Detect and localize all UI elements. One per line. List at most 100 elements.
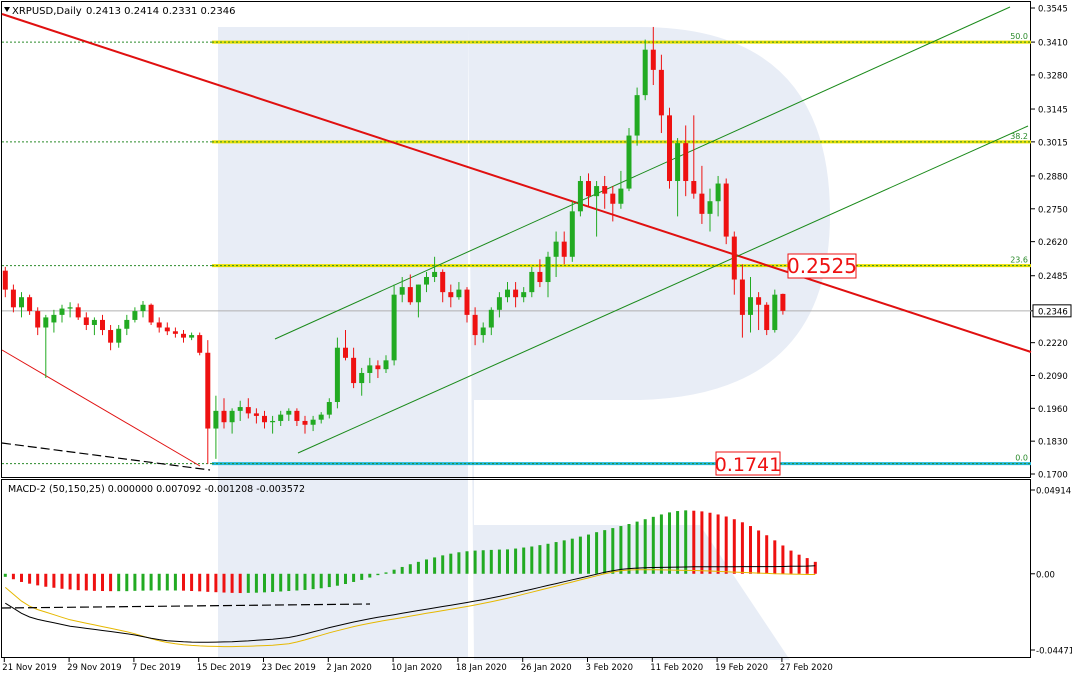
candle-body [197, 335, 203, 353]
price-tick-label: 0.3280 [1038, 71, 1068, 81]
resistance-label-box [787, 253, 857, 279]
support-label: 0.1741 [715, 454, 781, 476]
macd-tick-label: 0.049141 [1036, 487, 1072, 497]
macd-header: MACD-2 (50,150,25) 0.000000 0.007092 -0.… [8, 484, 305, 495]
candle-body [496, 297, 502, 310]
support-label-box [715, 451, 781, 476]
candle-body [505, 289, 510, 298]
macd-panel [1, 479, 1031, 658]
candle-body [577, 181, 583, 212]
candle-body [545, 256, 551, 283]
candle-body [318, 414, 324, 420]
channel-lower-line [297, 125, 1029, 454]
candle-body [221, 410, 227, 423]
candle-body [464, 289, 470, 315]
date-tick-label: 7 Dec 2019 [132, 663, 181, 673]
watermark-logo [218, 27, 830, 660]
candle-body [529, 271, 535, 293]
candle-body [59, 308, 65, 315]
date-tick-label: 27 Feb 2020 [780, 663, 833, 673]
candle-body [472, 314, 478, 336]
candle-body [699, 193, 705, 214]
candle-body [172, 331, 178, 334]
price-tick-label: 0.1700 [1038, 471, 1068, 481]
candle-body [440, 271, 446, 293]
candle-body [213, 410, 219, 429]
date-tick-label: 15 Dec 2019 [197, 663, 251, 673]
candle-body [35, 311, 41, 328]
price-tick-label: 0.3015 [1038, 138, 1068, 148]
fib-level-label: 23.6 [1010, 256, 1028, 265]
candle-body [359, 372, 365, 384]
price-tick-label: 0.1830 [1038, 438, 1068, 448]
candle-body [253, 413, 259, 416]
candle-body [756, 297, 762, 305]
date-tick-label: 19 Feb 2020 [715, 663, 768, 673]
candle-body [586, 181, 591, 197]
price-tick-label: 0.2620 [1038, 238, 1068, 248]
candle-body [561, 241, 567, 257]
candle-body [286, 410, 292, 415]
candle-body [391, 294, 397, 361]
candle-body [675, 143, 681, 182]
candle-body [108, 330, 114, 343]
candle-body [448, 292, 454, 298]
red-thin-line [1, 349, 201, 467]
candle-body [124, 319, 130, 329]
candle-body [626, 135, 632, 189]
ohlc-values: 0.2413 0.2414 0.2331 0.2346 [86, 6, 236, 17]
price-tick-label: 0.3545 [1038, 5, 1068, 15]
candle-body [521, 292, 527, 298]
dropdown-arrow-icon[interactable] [4, 7, 10, 12]
symbol-label: XRPUSD,Daily [12, 6, 82, 17]
candle-body [772, 294, 778, 331]
price-tick-label: 0.1960 [1038, 405, 1068, 415]
price-tick-label: 0.2485 [1038, 272, 1068, 282]
candle-body [100, 319, 105, 331]
date-tick-label: 10 Jan 2020 [391, 663, 442, 673]
red-trendline [1, 13, 1032, 353]
fib-level-label: 0.0 [1015, 454, 1028, 463]
candle-body [140, 304, 146, 312]
macd-tick-label: -0.04471 [1036, 647, 1072, 657]
candle-body [43, 317, 49, 328]
price-tick-label: 0.2346 [1038, 307, 1068, 317]
date-tick-label: 21 Nov 2019 [2, 663, 56, 673]
candle-body [237, 407, 243, 411]
candle-body [91, 319, 97, 325]
price-tick-label: 0.3145 [1038, 106, 1068, 116]
candle-body [2, 270, 8, 290]
fib-level-label: 50.0 [1010, 32, 1028, 41]
candle-body [148, 304, 154, 323]
date-tick-label: 2 Jan 2020 [326, 663, 372, 673]
date-tick-label: 3 Feb 2020 [586, 663, 634, 673]
candle-body [67, 307, 73, 309]
candle-body [667, 115, 672, 182]
candle-body [294, 410, 300, 421]
candle-body [691, 181, 697, 194]
candle-body [181, 333, 186, 338]
candle-body [399, 287, 405, 295]
candle-body [10, 289, 16, 308]
candle-body [278, 414, 284, 421]
candle-body [488, 309, 494, 328]
candle-body [164, 327, 170, 332]
price-panel [1, 1, 1031, 478]
candle-body [205, 352, 211, 429]
candle-body [116, 328, 122, 343]
candle-body [19, 297, 24, 308]
candle-body [683, 143, 689, 182]
candle-body [618, 188, 624, 204]
black-dashed-line [1, 442, 211, 471]
candle-body [739, 279, 745, 315]
candle-body [83, 317, 89, 325]
macd-signal-line [4, 569, 816, 648]
candle-body [75, 307, 81, 318]
candle-body [229, 410, 235, 423]
price-tick-label: 0.2220 [1038, 339, 1068, 349]
macd-tick-label: 0.00 [1036, 570, 1055, 580]
candle-body [245, 407, 251, 414]
candle-body [723, 183, 729, 237]
